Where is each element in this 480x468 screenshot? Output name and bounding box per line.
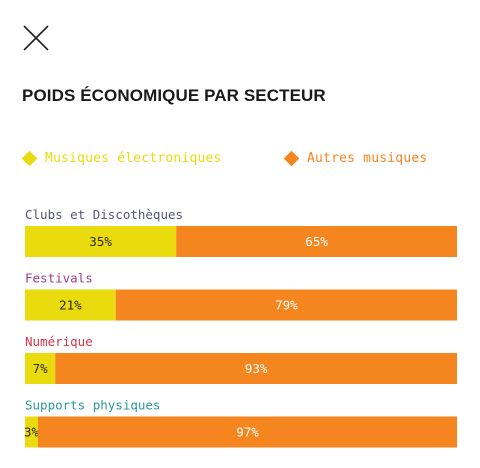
bar-segment <box>25 226 177 257</box>
bar-value-label: 35% <box>89 234 112 249</box>
bar-segment <box>25 353 56 384</box>
legend-item-electronic: Musiques électroniques <box>21 146 222 170</box>
chart-title: POIDS ÉCONOMIQUE PAR SECTEUR <box>22 86 326 105</box>
bar-value-label: 97% <box>236 425 259 440</box>
category-label: Supports physiques <box>25 398 160 413</box>
bar-segment <box>55 353 458 384</box>
bar-segment <box>25 289 116 321</box>
chart-legend: Musiques électroniques Autres musiques <box>21 146 462 170</box>
category-label: Numérique <box>25 334 93 349</box>
legend-diamond-icon <box>21 150 38 166</box>
bar-segment <box>115 289 457 321</box>
legend-label: Autres musiques <box>307 150 428 166</box>
bar-segment <box>176 226 457 257</box>
bar-value-label: 79% <box>275 298 298 313</box>
bar-value-label: 3% <box>24 425 40 440</box>
bar-segment <box>25 416 38 448</box>
close-icon <box>23 25 49 51</box>
bar-segment <box>37 416 458 448</box>
category-label: Festivals <box>25 271 93 286</box>
close-button[interactable] <box>22 24 52 54</box>
bar-value-label: 7% <box>33 361 49 376</box>
legend-item-other: Autres musiques <box>283 146 428 170</box>
bar-value-label: 93% <box>245 361 268 376</box>
legend-label: Musiques électroniques <box>45 150 222 166</box>
category-label: Clubs et Discothèques <box>25 207 183 222</box>
legend-diamond-icon <box>283 150 300 166</box>
bar-value-label: 65% <box>305 234 328 249</box>
bar-value-label: 21% <box>59 298 82 313</box>
